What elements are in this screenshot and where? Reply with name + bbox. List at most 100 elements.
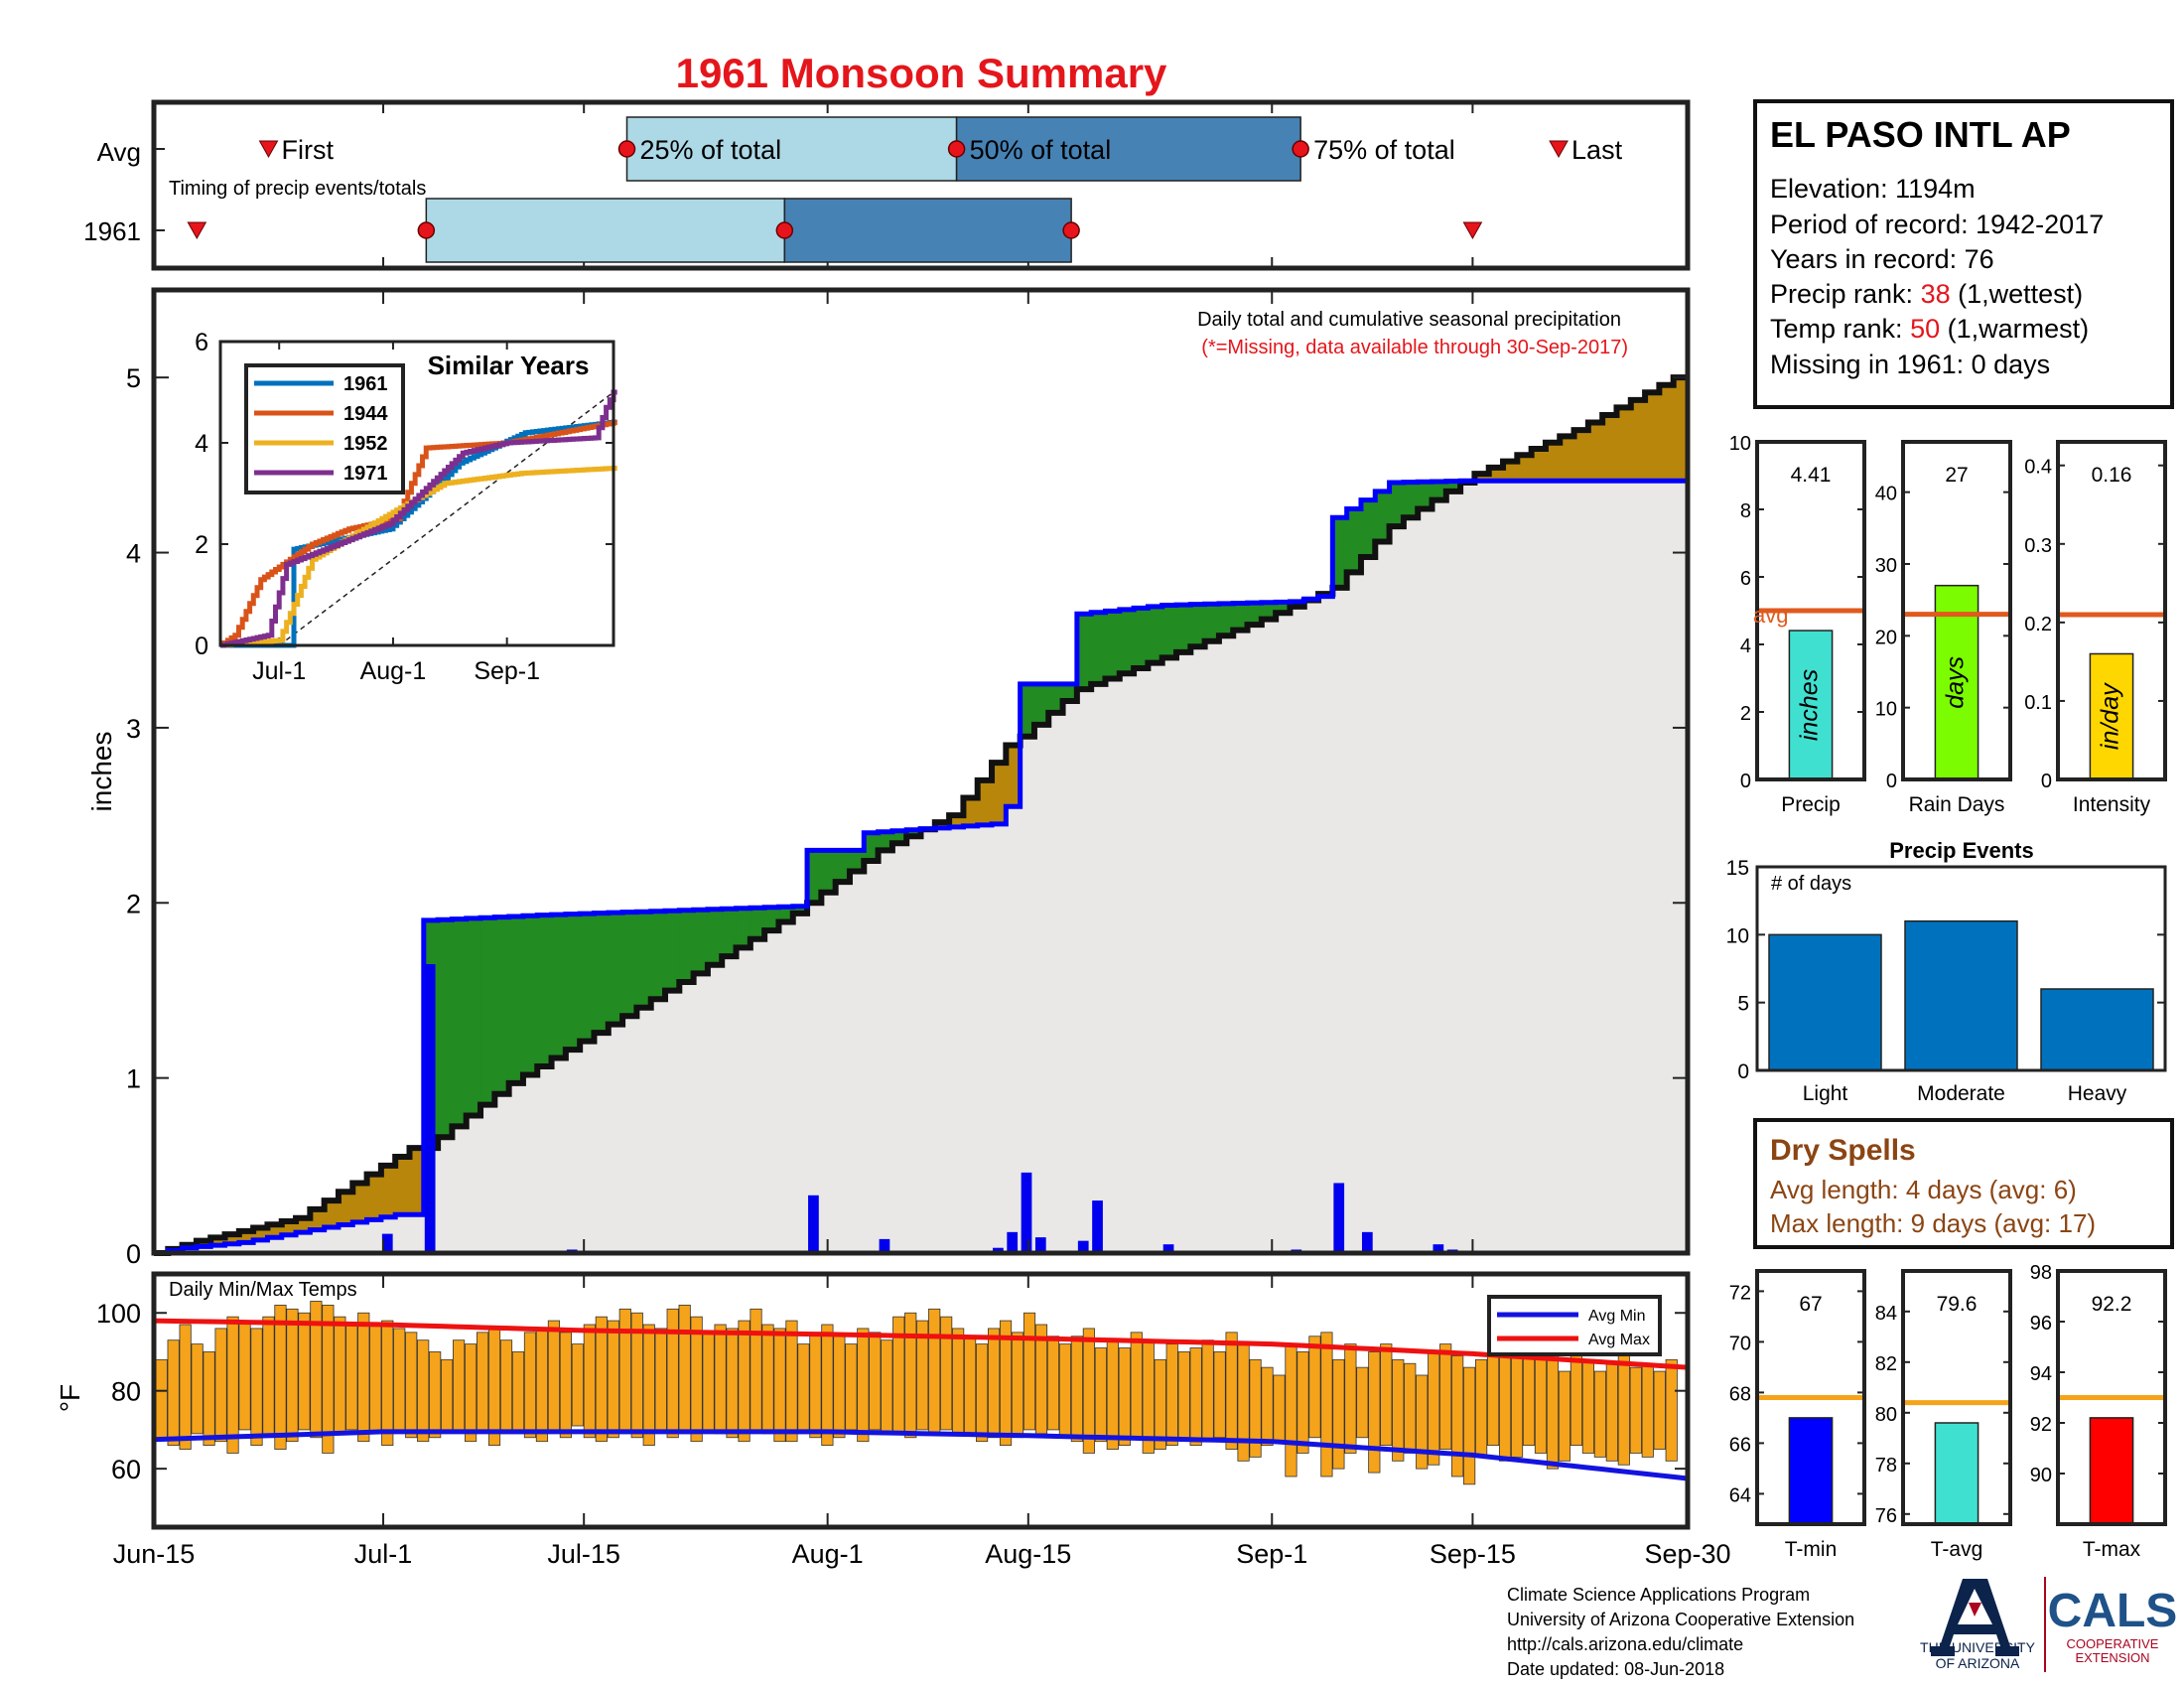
- cumulative-diff-segment: [722, 909, 738, 957]
- station-precip-rank: Precip rank: 38 (1,wettest): [1770, 279, 2083, 309]
- station-name: EL PASO INTL AP: [1770, 114, 2071, 155]
- events-category-label: Light: [1803, 1082, 1848, 1105]
- precip-rank-suffix: (1,wettest): [1951, 279, 2084, 309]
- daily-temp-bar: [845, 1343, 858, 1431]
- daily-temp-bar: [1106, 1339, 1119, 1450]
- daily-temp-bar: [1629, 1366, 1642, 1454]
- date-axis-labels: Jun-15 Jul-1 Jul-15 Aug-1 Aug-15 Sep-1 Sep-15 S…: [113, 1539, 1731, 1569]
- cumulative-diff-segment: [1432, 481, 1447, 500]
- cumulative-diff-segment: [1403, 482, 1419, 518]
- events-frame: [1755, 865, 2167, 1072]
- station-period: Period of record: 1942-2017: [1770, 210, 2104, 239]
- cumulative-diff-segment: [1488, 467, 1504, 482]
- intensity-label: Intensity: [2073, 793, 2151, 816]
- cumulative-diff-segment: [1445, 481, 1461, 492]
- cumulative-diff-segment: [665, 911, 680, 991]
- daily-temp-bar: [690, 1316, 703, 1443]
- temp-stats-charts: 64 66 68 70 72 67 T-min 76 78 80 82 84 79.6 T-avg 90 92…: [1729, 1262, 2167, 1561]
- timing-avg-last-marker: [1549, 140, 1569, 159]
- tmin-y-tick-label: 64: [1729, 1484, 1751, 1506]
- cumulative-diff-segment: [466, 917, 481, 1116]
- daily-temp-bar: [167, 1339, 180, 1447]
- date-tick-label: Jul-1: [354, 1539, 413, 1569]
- daily-precip-bar: [1433, 1244, 1444, 1253]
- daily-precip-bar: [808, 1195, 819, 1253]
- tavg-frame: [1901, 1269, 2012, 1526]
- cumulative-diff-segment: [1360, 499, 1376, 557]
- tmax-y-tick-label: 98: [2030, 1262, 2052, 1284]
- similar-x-tick-label: Sep-1: [474, 657, 540, 685]
- cumulative-diff-segment: [1247, 603, 1263, 626]
- daily-temp-bar: [1439, 1343, 1452, 1450]
- daily-temp-bar: [203, 1351, 215, 1447]
- dry-spells-avg: Avg length: 4 days (avg: 6): [1770, 1175, 2077, 1204]
- daily-temp-bar: [1189, 1347, 1202, 1447]
- daily-temp-bar: [785, 1320, 798, 1443]
- daily-precip-bar: [424, 964, 436, 1253]
- cumulative-diff-segment: [238, 1230, 254, 1243]
- daily-temp-bar: [1261, 1366, 1274, 1447]
- cumulative-diff-segment: [1560, 436, 1575, 482]
- precip-rank-label: Precip rank:: [1770, 279, 1921, 309]
- temp-y-tick-label: 100: [96, 1299, 141, 1329]
- raindays-label: Rain Days: [1909, 793, 2005, 816]
- daily-temp-bar: [1665, 1358, 1678, 1462]
- tavg-y-tick-label: 84: [1875, 1303, 1897, 1325]
- daily-temp-bar: [1201, 1339, 1214, 1443]
- daily-temp-bar: [179, 1324, 192, 1450]
- daily-temp-bar: [429, 1351, 442, 1439]
- daily-temp-bar: [250, 1328, 263, 1447]
- daily-precip-bar: [1333, 1183, 1345, 1253]
- daily-temp-bar: [678, 1304, 691, 1435]
- cumulative-diff-segment: [1091, 612, 1107, 684]
- cumulative-diff-segment: [778, 907, 794, 922]
- dry-spells-box: Dry Spells Avg length: 4 days (avg: 6) M…: [1753, 1118, 2174, 1249]
- date-tick-label: Sep-15: [1430, 1539, 1516, 1569]
- station-box-frame: [1753, 99, 2174, 409]
- cumulative-diff-segment: [438, 919, 454, 1138]
- cumulative-diff-segment: [750, 908, 765, 939]
- date-tick-label: Aug-15: [985, 1539, 1071, 1569]
- cumulative-diff-segment: [963, 797, 979, 826]
- cumulative-diff-segment: [1389, 483, 1405, 527]
- cumulative-diff-segment: [693, 910, 709, 974]
- precip-events-bar: [1904, 919, 2018, 1071]
- raindays-frame: [1901, 440, 2012, 781]
- timing-row-label-avg: Avg: [97, 137, 141, 167]
- tmin-chart: 64 66 68 70 72 67 T-min: [1729, 1269, 1866, 1561]
- daily-temp-bar: [1213, 1351, 1226, 1439]
- timing-row-label-year: 1961: [83, 216, 141, 246]
- tmax-label: T-max: [2083, 1538, 2141, 1561]
- precip-value: 4.41: [1791, 464, 1832, 487]
- date-tick-label: Aug-1: [792, 1539, 864, 1569]
- tmin-value: 67: [1799, 1293, 1822, 1316]
- similar-years-inset: Similar Years 1961 1944 1952 1971 0 2 4 6 Jul-…: [195, 329, 617, 685]
- timing-avg-first-marker: [258, 140, 279, 159]
- tavg-y-tick-label: 76: [1875, 1505, 1897, 1527]
- similar-x-tick-label: Jul-1: [252, 657, 306, 685]
- intensity-unit: in/day: [2097, 682, 2124, 750]
- station-elevation: Elevation: 1194m: [1770, 174, 1976, 204]
- daily-temp-bar: [214, 1328, 227, 1443]
- tmax-y-tick-label: 94: [2030, 1363, 2052, 1385]
- tavg-chart: 76 78 80 82 84 79.6 T-avg: [1875, 1269, 2012, 1561]
- precip-label: Precip: [1781, 793, 1841, 816]
- main-chart-missing-note: (*=Missing, data available through 30-Se…: [1201, 337, 1628, 358]
- daily-temp-bar: [345, 1324, 358, 1431]
- cumulative-diff-segment: [1218, 603, 1234, 636]
- arizona-a-logo-icon: [1931, 1579, 2019, 1656]
- arizona-a-inner-icon: [1969, 1603, 1981, 1617]
- cumulative-diff-segment: [821, 850, 837, 893]
- daily-temp-bar: [523, 1332, 537, 1439]
- cumulative-diff-segment: [1276, 602, 1292, 614]
- similar-y-tick-label: 4: [195, 430, 208, 458]
- cumulative-diff-segment: [622, 912, 637, 1017]
- raindays-y-tick-label: 0: [1886, 771, 1897, 792]
- intensity-y-tick-label: 0: [2041, 771, 2052, 792]
- similar-x-tick-label: Aug-1: [360, 657, 427, 685]
- date-tick-label: Jun-15: [113, 1539, 196, 1569]
- daily-temp-bar: [262, 1316, 275, 1439]
- daily-precip-bar: [1034, 1237, 1046, 1253]
- cumulative-diff-segment: [508, 915, 524, 1083]
- precip-events-chart: Precip Events # of days 0 5 10 15 Light Mode…: [1726, 838, 2167, 1105]
